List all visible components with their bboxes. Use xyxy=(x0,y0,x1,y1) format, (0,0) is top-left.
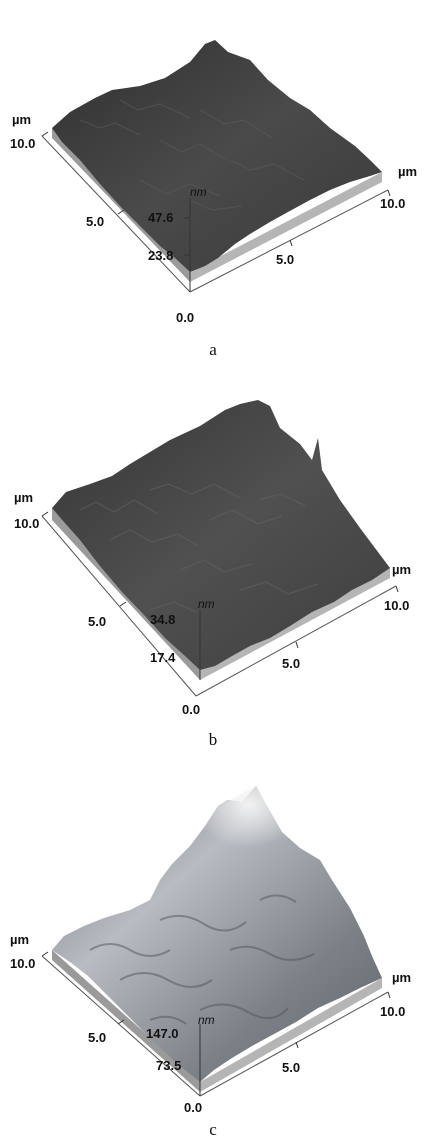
axis-left-a xyxy=(41,135,191,293)
tick-label-right-5-b: 5.0 xyxy=(282,656,300,671)
tick-right-10-c xyxy=(387,991,391,999)
z-tick-label-1-c: 147.0 xyxy=(146,1026,179,1041)
surface-texture-c xyxy=(89,894,315,1025)
afm-panel-a: µm 10.0 5.0 µm 10.0 5.0 nm 47.6 23.8 0.0… xyxy=(0,0,426,380)
caption-a: a xyxy=(209,340,217,359)
tick-left-5-b xyxy=(119,601,127,607)
surface-side-left-c xyxy=(52,950,200,1092)
caption-c: c xyxy=(209,1120,217,1139)
tick-right-10-a xyxy=(387,189,391,197)
tick-left-5-a xyxy=(117,209,125,215)
caption-b: b xyxy=(208,730,218,749)
surface-texture-a xyxy=(79,99,305,211)
surface-top-b xyxy=(52,400,390,670)
tick-label-left-10-c: 10.0 xyxy=(10,956,35,971)
z-tick-label-2-b: 17.4 xyxy=(150,650,176,665)
surface-side-right-c xyxy=(200,978,382,1092)
tick-right-10-b xyxy=(395,585,399,593)
tick-right-5-c xyxy=(295,1041,299,1049)
z-tick-label-2-c: 73.5 xyxy=(156,1058,181,1073)
origin-label-a: 0.0 xyxy=(176,310,194,325)
tick-label-right-5-c: 5.0 xyxy=(282,1060,300,1075)
unit-right-a: µm xyxy=(398,164,417,179)
tick-right-5-b xyxy=(295,641,299,649)
tick-label-left-5-c: 5.0 xyxy=(88,1030,106,1045)
tick-right-5-a xyxy=(289,239,293,247)
tick-label-right-10-c: 10.0 xyxy=(380,1004,405,1019)
tick-label-right-10-a: 10.0 xyxy=(380,196,405,211)
tick-left-10-b xyxy=(41,511,49,517)
unit-right-b: µm xyxy=(392,562,411,577)
axis-right-b xyxy=(195,585,397,697)
tick-left-10-c xyxy=(41,951,49,957)
z-tick-label-1-a: 47.6 xyxy=(148,210,173,225)
surface-top-a xyxy=(52,40,382,272)
origin-label-b: 0.0 xyxy=(182,702,200,717)
unit-left-b: µm xyxy=(14,490,33,505)
surface-texture-b xyxy=(79,483,319,613)
unit-z-a: nm xyxy=(190,185,207,199)
afm-panel-b: µm 10.0 5.0 µm 10.0 5.0 nm 34.8 17.4 0.0… xyxy=(0,380,426,760)
unit-left-c: µm xyxy=(10,932,29,947)
tick-left-10-a xyxy=(41,131,49,137)
z-tick-label-2-a: 23.8 xyxy=(148,248,173,263)
tick-label-right-5-a: 5.0 xyxy=(276,252,294,267)
origin-label-c: 0.0 xyxy=(184,1100,202,1115)
unit-left-a: µm xyxy=(12,112,31,127)
axis-left-b xyxy=(41,515,197,697)
surface-highlight-c xyxy=(160,786,320,910)
axis-right-a xyxy=(189,189,389,293)
surface-side-right-a xyxy=(190,172,382,282)
tick-left-5-c xyxy=(117,1019,125,1025)
unit-right-c: µm xyxy=(392,970,411,985)
afm-3d-plot-a: µm 10.0 5.0 µm 10.0 5.0 nm 47.6 23.8 0.0 xyxy=(10,40,417,325)
afm-3d-plot-b: µm 10.0 5.0 µm 10.0 5.0 nm 34.8 17.4 0.0 xyxy=(14,400,411,717)
afm-panel-c: µm 10.0 5.0 µm 10.0 5.0 nm 147.0 73.5 0.… xyxy=(0,760,426,1142)
tick-label-left-5-a: 5.0 xyxy=(86,214,104,229)
tick-label-right-10-b: 10.0 xyxy=(384,598,409,613)
axis-left-c xyxy=(41,955,201,1097)
afm-3d-plot-c: µm 10.0 5.0 µm 10.0 5.0 nm 147.0 73.5 0.… xyxy=(10,786,411,1115)
unit-z-b: nm xyxy=(198,597,215,611)
unit-z-c: nm xyxy=(198,1013,215,1027)
z-tick-label-1-b: 34.8 xyxy=(150,612,175,627)
axis-right-c xyxy=(199,991,389,1097)
tick-label-left-5-b: 5.0 xyxy=(88,614,106,629)
tick-label-left-10-b: 10.0 xyxy=(14,516,39,531)
tick-label-left-10-a: 10.0 xyxy=(10,136,35,151)
